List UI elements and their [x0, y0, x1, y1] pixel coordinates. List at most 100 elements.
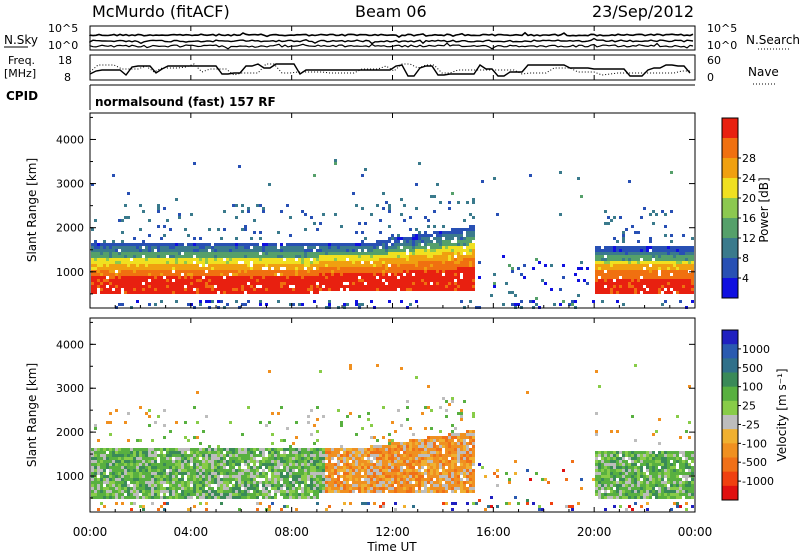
data-cell: [169, 255, 172, 258]
data-cell: [136, 273, 139, 276]
data-cell: [379, 273, 382, 276]
data-cell: [154, 264, 157, 267]
data-cell: [415, 246, 418, 249]
data-cell: [358, 273, 361, 276]
data-cell: [316, 279, 319, 282]
data-cell: [124, 490, 127, 493]
data-cell: [100, 466, 103, 469]
data-cell: [370, 213, 373, 216]
data-cell: [448, 270, 451, 273]
data-cell: [208, 496, 211, 499]
data-cell: [469, 267, 472, 270]
data-cell: [238, 279, 241, 282]
data-cell: [364, 255, 367, 258]
data-cell: [112, 460, 115, 463]
data-cell: [226, 264, 229, 267]
data-cell: [343, 276, 346, 279]
data-cell: [106, 279, 109, 282]
data-cell: [127, 270, 130, 273]
data-cell: [157, 270, 160, 273]
data-cell: [259, 288, 262, 291]
data-cell: [460, 255, 463, 258]
data-cell: [682, 270, 685, 273]
data-cell: [601, 258, 604, 261]
data-cell: [409, 246, 412, 249]
data-cell: [289, 451, 292, 454]
data-cell: [163, 508, 166, 511]
data-cell: [112, 469, 115, 472]
data-cell: [385, 448, 388, 451]
data-cell: [262, 457, 265, 460]
data-cell: [124, 487, 127, 490]
data-cell: [217, 243, 220, 246]
data-cell: [349, 276, 352, 279]
data-cell: [166, 261, 169, 264]
data-cell: [247, 246, 250, 249]
data-cell: [343, 261, 346, 264]
data-cell: [256, 484, 259, 487]
data-cell: [388, 466, 391, 469]
data-cell: [418, 282, 421, 285]
data-cell: [415, 451, 418, 454]
data-cell: [331, 264, 334, 267]
data-cell: [193, 291, 196, 294]
data-cell: [280, 469, 283, 472]
data-cell: [424, 252, 427, 255]
data-cell: [664, 285, 667, 288]
data-cell: [274, 475, 277, 478]
data-cell: [145, 243, 148, 246]
data-cell: [406, 246, 409, 249]
data-cell: [100, 475, 103, 478]
data-cell: [349, 463, 352, 466]
data-cell: [268, 421, 271, 424]
data-cell: [133, 448, 136, 451]
data-cell: [133, 288, 136, 291]
data-cell: [118, 469, 121, 472]
data-cell: [232, 466, 235, 469]
data-cell: [337, 475, 340, 478]
data-cell: [433, 255, 436, 258]
data-cell: [157, 481, 160, 484]
data-cell: [196, 481, 199, 484]
data-cell: [247, 288, 250, 291]
data-cell: [364, 243, 367, 246]
data-cell: [691, 282, 694, 285]
data-cell: [259, 276, 262, 279]
data-cell: [250, 255, 253, 258]
data-cell: [385, 481, 388, 484]
data-cell: [352, 264, 355, 267]
data-cell: [127, 291, 130, 294]
data-cell: [277, 478, 280, 481]
data-cell: [379, 463, 382, 466]
data-cell: [223, 270, 226, 273]
data-cell: [340, 484, 343, 487]
data-cell: [214, 475, 217, 478]
data-cell: [169, 246, 172, 249]
data-cell: [145, 282, 148, 285]
data-cell: [370, 273, 373, 276]
data-cell: [685, 255, 688, 258]
data-cell: [154, 451, 157, 454]
data-cell: [187, 466, 190, 469]
data-cell: [175, 252, 178, 255]
data-cell: [649, 246, 652, 249]
data-cell: [349, 490, 352, 493]
data-cell: [652, 285, 655, 288]
data-cell: [673, 264, 676, 267]
data-cell: [649, 267, 652, 270]
data-cell: [136, 282, 139, 285]
data-cell: [643, 258, 646, 261]
data-cell: [157, 249, 160, 252]
data-cell: [340, 261, 343, 264]
data-cell: [103, 463, 106, 466]
data-cell: [253, 243, 256, 246]
data-cell: [127, 484, 130, 487]
data-cell: [421, 264, 424, 267]
data-cell: [352, 463, 355, 466]
data-cell: [361, 457, 364, 460]
data-cell: [427, 252, 430, 255]
data-cell: [502, 255, 505, 258]
data-cell: [133, 270, 136, 273]
data-cell: [247, 463, 250, 466]
data-cell: [619, 291, 622, 294]
